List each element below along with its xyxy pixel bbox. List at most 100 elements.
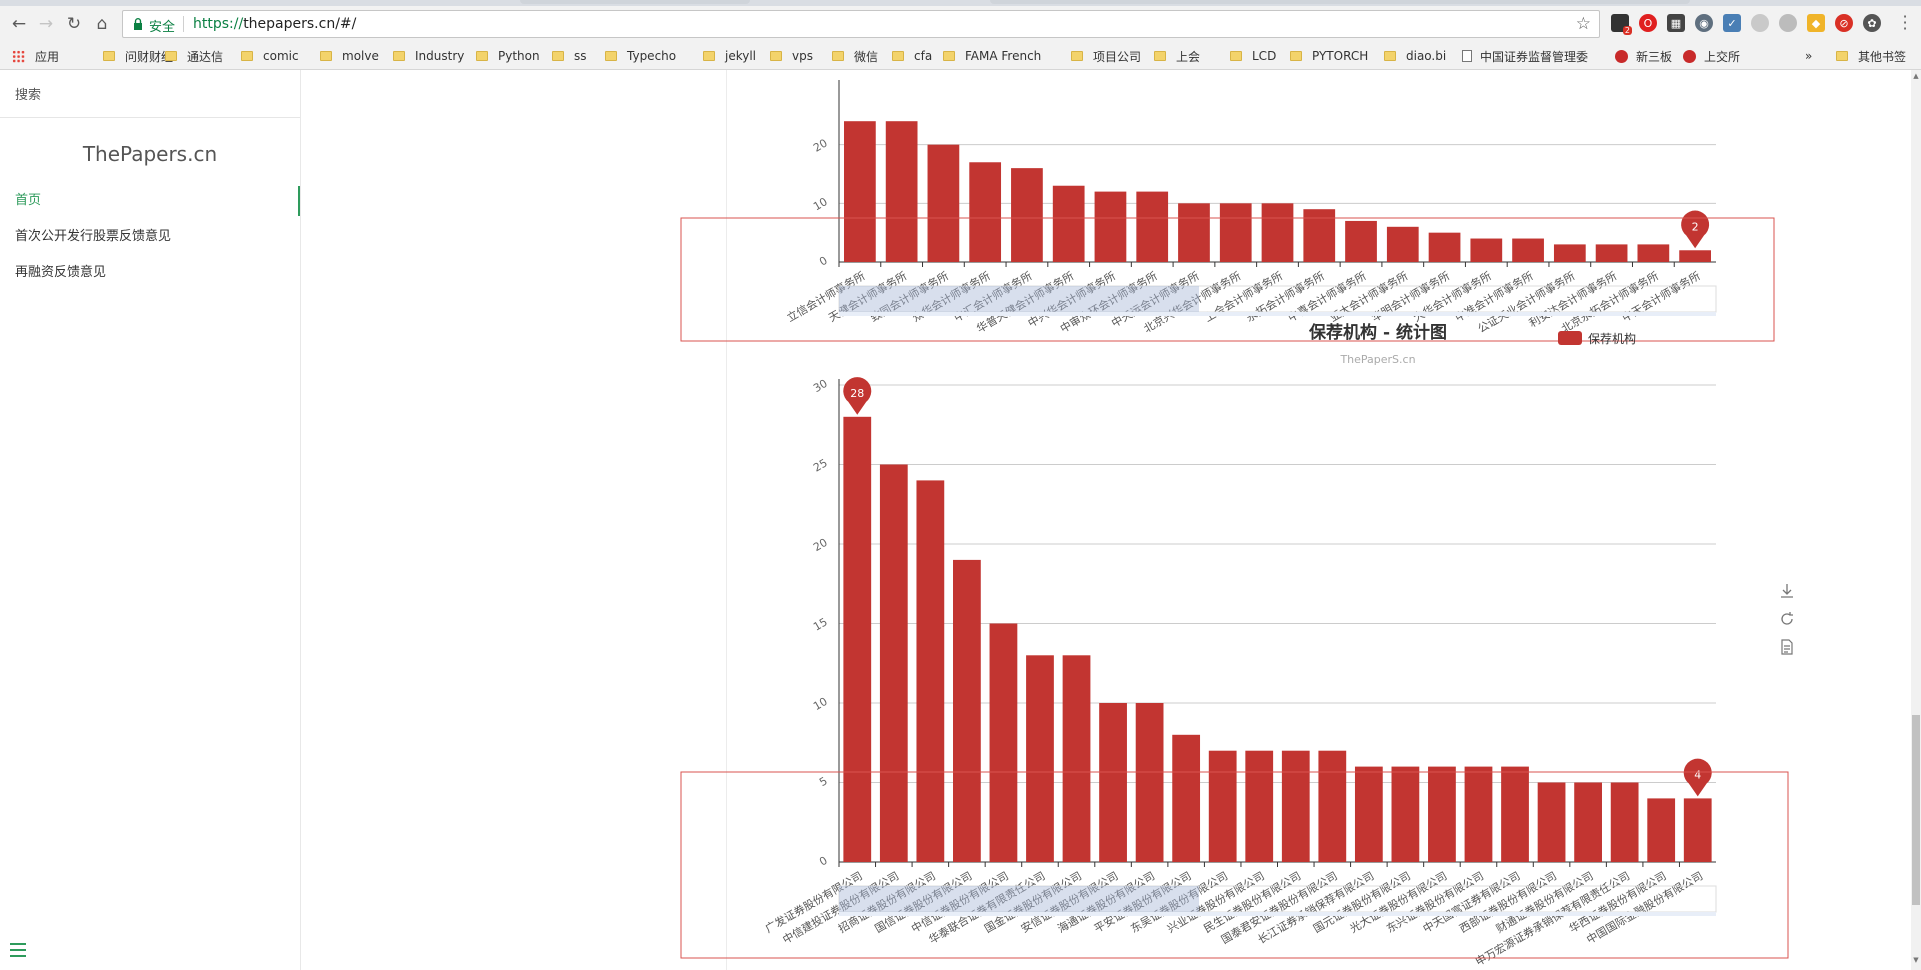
chart-bar[interactable] — [927, 144, 960, 262]
chart-bar[interactable] — [1099, 703, 1127, 862]
bookmark-item[interactable]: 通达信 — [165, 46, 223, 66]
bookmark-item[interactable]: ss — [552, 46, 587, 66]
spiral-extension-icon[interactable]: ✿ — [1863, 14, 1881, 32]
bookmark-item[interactable]: 微信 — [832, 46, 878, 66]
bookmark-star-icon[interactable]: ☆ — [1575, 14, 1591, 34]
bookmark-item[interactable]: molve — [320, 46, 379, 66]
eye-extension-icon[interactable]: ◉ — [1695, 14, 1713, 32]
markpoint-pin[interactable] — [843, 377, 872, 415]
browser-menu-icon[interactable]: · · · — [1902, 7, 1908, 38]
chart-bar[interactable] — [1062, 655, 1091, 862]
bookmark-item[interactable]: jekyll — [703, 46, 756, 66]
grey-extension-icon-2[interactable] — [1779, 14, 1797, 32]
chart-bar[interactable] — [1679, 250, 1711, 262]
legend-label[interactable]: 保荐机构 — [1588, 331, 1636, 346]
data-view-icon[interactable] — [1779, 638, 1795, 656]
chart-bar[interactable] — [953, 559, 981, 862]
qr-code-icon[interactable]: ▦ — [1667, 14, 1685, 32]
chart-bar[interactable] — [1345, 220, 1377, 262]
chart-bar[interactable] — [1026, 655, 1054, 862]
chart-bar[interactable] — [989, 623, 1018, 863]
bookmark-item[interactable]: 新三板 — [1615, 46, 1672, 66]
refresh-icon[interactable] — [1779, 610, 1795, 628]
datazoom-selection[interactable] — [839, 886, 1199, 912]
chart-bar[interactable] — [1428, 766, 1456, 862]
bookmark-item[interactable]: 上交所 — [1683, 46, 1740, 66]
chart-bar[interactable] — [916, 480, 945, 862]
chart-bar[interactable] — [1354, 766, 1383, 862]
grey-extension-icon[interactable] — [1751, 14, 1769, 32]
chart-bar[interactable] — [1470, 238, 1503, 262]
bookmark-item[interactable]: cfa — [892, 46, 932, 66]
chart-bar[interactable] — [844, 121, 876, 262]
chart-bar[interactable] — [885, 121, 918, 262]
block-extension-icon[interactable]: ⊘ — [1835, 14, 1853, 32]
bookmark-item[interactable]: vps — [770, 46, 813, 66]
chart-bar[interactable] — [1386, 226, 1419, 262]
bookmark-item[interactable]: 应用 — [12, 46, 59, 66]
bookmark-item[interactable]: 其他书签 — [1836, 46, 1906, 66]
key-extension-icon[interactable]: ◆ — [1807, 14, 1825, 32]
chart-bar[interactable] — [1219, 203, 1252, 262]
home-icon[interactable]: ⌂ — [96, 14, 108, 34]
bookmark-item[interactable]: 中国证券监督管理委 — [1462, 46, 1588, 66]
tab-edge[interactable] — [520, 0, 750, 4]
chart-bar[interactable] — [1553, 244, 1586, 262]
chart-bar[interactable] — [1303, 209, 1336, 262]
bookmark-item[interactable]: 项目公司 — [1071, 46, 1141, 66]
url-text[interactable]: https://thepapers.cn/#/ — [193, 16, 356, 32]
chart-bar[interactable] — [1574, 782, 1602, 863]
legend-swatch[interactable] — [1558, 331, 1582, 345]
extension-icon[interactable]: 2 — [1611, 14, 1632, 35]
chart-bar[interactable] — [1281, 750, 1310, 862]
chart-bar[interactable] — [1501, 766, 1529, 862]
bookmark-item[interactable]: Typecho — [605, 46, 676, 66]
chart-bar[interactable] — [1512, 238, 1544, 262]
chart-bar[interactable] — [1136, 191, 1169, 262]
chart-bar[interactable] — [1647, 798, 1676, 862]
chart-bar[interactable] — [1052, 185, 1085, 262]
chart-bar[interactable] — [969, 162, 1002, 262]
eyedropper-icon[interactable]: ✓ — [1723, 14, 1741, 32]
chart-bar[interactable] — [843, 416, 872, 862]
chart-bar[interactable] — [1208, 750, 1237, 862]
bookmark-item[interactable]: FAMA French — [943, 46, 1041, 66]
chart-bar[interactable] — [879, 464, 908, 863]
bookmark-item[interactable]: » — [1805, 46, 1812, 66]
forward-icon[interactable]: → — [38, 14, 54, 34]
chart-bar[interactable] — [1537, 782, 1566, 863]
bookmark-item[interactable]: Industry — [393, 46, 464, 66]
scroll-down-arrow-icon[interactable]: ▼ — [1913, 956, 1919, 964]
tab-edge[interactable] — [990, 0, 1690, 4]
chart-bar[interactable] — [1011, 168, 1043, 262]
chart-bar[interactable] — [1428, 232, 1461, 262]
nav-item-ipo-feedback[interactable]: 首次公开发行股票反馈意见 — [15, 229, 172, 244]
bookmark-item[interactable]: Python — [476, 46, 540, 66]
site-title[interactable]: ThePapers.cn — [82, 142, 218, 166]
bookmark-item[interactable]: diao.bi — [1384, 46, 1446, 66]
page-scrollbar[interactable]: ▲ ▼ — [1911, 70, 1921, 970]
chart-bar[interactable] — [1595, 244, 1628, 262]
scroll-thumb[interactable] — [1912, 715, 1920, 905]
search-input[interactable]: 搜索 — [0, 70, 300, 118]
bookmark-item[interactable]: PYTORCH — [1290, 46, 1368, 66]
nav-item-refinancing-feedback[interactable]: 再融资反馈意见 — [15, 265, 107, 280]
markpoint-pin[interactable] — [1683, 758, 1712, 797]
chart-bar[interactable] — [1178, 203, 1210, 262]
chart-bar[interactable] — [1094, 191, 1127, 262]
opera-extension-icon[interactable]: O — [1639, 14, 1657, 32]
back-icon[interactable]: ← — [11, 14, 27, 34]
bookmark-item[interactable]: comic — [241, 46, 299, 66]
markpoint-pin[interactable] — [1681, 210, 1710, 249]
chart-bar[interactable] — [1172, 734, 1201, 862]
reload-icon[interactable]: ↻ — [66, 14, 82, 34]
chart-bar[interactable] — [1318, 750, 1347, 862]
bookmark-item[interactable]: 问财财经 — [103, 46, 173, 66]
chart-bar[interactable] — [1683, 798, 1712, 862]
chart-bar[interactable] — [1135, 703, 1164, 862]
chart-bar[interactable] — [1261, 203, 1294, 262]
nav-item-home[interactable]: 首页 — [15, 193, 42, 208]
bookmark-item[interactable]: LCD — [1230, 46, 1276, 66]
scroll-up-arrow-icon[interactable]: ▲ — [1913, 72, 1919, 80]
chart-bar[interactable] — [1464, 766, 1493, 862]
